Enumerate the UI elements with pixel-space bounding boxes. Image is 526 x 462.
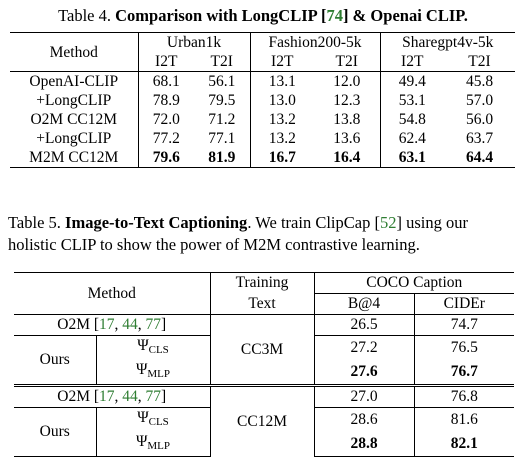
table4-subheader: T2I [444, 52, 515, 72]
table5-value-cell: 27.2 [314, 335, 415, 360]
table4-value-cell: 77.1 [208, 130, 236, 147]
table5-value-cell: 81.6 [414, 407, 514, 432]
table4-value-cell: 56.0 [465, 111, 494, 128]
table5-value-cell: 82.1 [414, 432, 514, 457]
table5-psi-mlp: ΨMLP [96, 360, 211, 386]
table-row: ΨMLP 27.6 76.7 [14, 360, 514, 386]
table5-header-row: Method Training COCO Caption [14, 272, 514, 315]
table5: Method Training COCO Caption Text B@4 CI… [14, 272, 514, 457]
table4-value-cell: 62.4 [379, 129, 444, 148]
table4-value-cell: 64.4 [444, 148, 515, 168]
table4-value-cell: 63.7 [465, 130, 494, 147]
table5-value-cell: 28.6 [314, 407, 415, 432]
table4-value-cell: 16.4 [314, 148, 380, 168]
table5-training-text: CC3M [210, 314, 315, 386]
table4-value-cell: 79.5 [208, 92, 236, 109]
table4-value-cell: 54.8 [379, 110, 444, 129]
table-row: Ours ΨCLS 28.6 81.6 [14, 407, 514, 457]
table4-value-cell: 81.9 [194, 148, 250, 168]
table4-value-cell: 13.8 [333, 111, 361, 128]
table-row: M2M CC12M 79.6 81.9 16.7 16.4 63.1 64.4 [10, 148, 515, 168]
table-row: O2M [17, 44, 77] CC3M 26.5 74.7 [14, 314, 514, 386]
table5-psi-cls: ΨCLS [96, 407, 211, 432]
table-row: ΨMLP 28.8 82.1 [14, 432, 514, 457]
table4-subheader: I2T [379, 52, 444, 72]
table5-training-header: Text [210, 293, 315, 315]
table4-group-header: Urban1k [137, 32, 250, 52]
table4-value-cell: 45.8 [465, 73, 494, 90]
table5-caption-label: Table 5. [8, 213, 61, 232]
table5-value-cell: 76.5 [414, 335, 514, 360]
table4-value-cell: 16.7 [249, 148, 314, 168]
table4-value-cell: 12.3 [333, 92, 361, 109]
table5-value-cell: 28.8 [314, 432, 415, 457]
table4-method-cell: +LongCLIP [36, 130, 112, 147]
table4-value-cell: 12.0 [333, 73, 361, 90]
table4-caption-title: Comparison with LongCLIP [74] & Openai C… [115, 6, 468, 25]
table5-ours-label: Ours [14, 407, 97, 457]
table4-caption-ref[interactable]: 74 [326, 6, 343, 25]
table4-value-cell: 49.4 [379, 71, 444, 91]
table4-value-cell: 13.2 [249, 110, 314, 129]
table5-ours-label: Ours [14, 335, 97, 386]
table4-value-cell: 78.9 [137, 91, 194, 110]
table4-value-cell: 71.2 [208, 111, 236, 128]
table4-subheader: I2T [249, 52, 314, 72]
table5-coco-header: COCO Caption [314, 272, 514, 294]
table4-value-cell: 13.6 [333, 130, 361, 147]
table4-subheader: T2I [194, 52, 250, 72]
table4-value-cell: 68.1 [137, 71, 194, 91]
table4-method-cell: +LongCLIP [36, 92, 112, 109]
table4-caption-label: Table 4. [58, 6, 111, 25]
table4: Method Urban1k Fashion200-5k Sharegpt4v-… [10, 32, 515, 168]
table-row: O2M [17, 44, 77] CC12M 27.0 76.8 [14, 384, 514, 457]
table4-value-cell: 72.0 [137, 110, 194, 129]
table5-caption-title: Image-to-Text Captioning [65, 213, 248, 232]
table4-method-header: Method [10, 32, 138, 72]
table4-subheader: I2T [137, 52, 194, 72]
table-row: +LongCLIP 78.9 79.5 13.0 12.3 53.1 57.0 [10, 91, 515, 110]
table5-caption: Table 5. Image-to-Text Captioning. We tr… [8, 213, 468, 254]
table5-psi-cls: ΨCLS [96, 335, 211, 360]
table4-method-cell: OpenAI-CLIP [29, 73, 119, 90]
table4-value-cell: 56.1 [208, 73, 236, 90]
table5-o2m-label: O2M [17, 44, 77] [14, 314, 211, 336]
table-row: +LongCLIP 77.2 77.1 13.2 13.6 62.4 63.7 [10, 129, 515, 148]
table4-value-cell: 57.0 [465, 92, 494, 109]
table4-value-cell: 79.6 [137, 148, 194, 168]
table4-value-cell: 63.1 [379, 148, 444, 168]
table5-metric-header: CIDEr [443, 295, 485, 312]
table5-value-cell: 27.6 [314, 360, 415, 386]
table5-value-cell: 76.7 [450, 363, 478, 380]
table-row: OpenAI-CLIP 68.1 56.1 13.1 12.0 49.4 45.… [10, 71, 515, 91]
table5-value-cell: 27.0 [314, 384, 415, 408]
table4-header-row: Method Urban1k Fashion200-5k Sharegpt4v-… [10, 32, 515, 72]
table5-o2m-label: O2M [17, 44, 77] [14, 384, 211, 408]
table5-training-header: Training [210, 272, 315, 294]
table5-psi-mlp: ΨMLP [96, 432, 211, 457]
table5-training-text: CC12M [210, 384, 315, 457]
table4-caption: Table 4. Comparison with LongCLIP [74] &… [0, 6, 526, 26]
table4-value-cell: 77.2 [137, 129, 194, 148]
table5-subheader-row: Text B@4 CIDEr [14, 293, 514, 315]
table5-value-cell: 74.7 [414, 314, 514, 336]
table5-value-cell: 76.8 [414, 384, 514, 408]
table5-method-header: Method [14, 272, 211, 315]
table4-subheader-row: I2T T2I I2T T2I I2T T2I [10, 52, 515, 72]
table4-value-cell: 13.2 [249, 129, 314, 148]
table4-value-cell: 13.0 [249, 91, 314, 110]
table4-group-header: Sharegpt4v-5k [379, 32, 515, 52]
table5-metric-header: B@4 [314, 293, 415, 315]
table4-method-cell: O2M CC12M [30, 111, 118, 128]
table5-caption-ref[interactable]: 52 [379, 213, 397, 232]
table4-group-header: Fashion200-5k [249, 32, 380, 52]
table4-subheader: T2I [314, 52, 380, 72]
table5-value-cell: 26.5 [314, 314, 415, 336]
table4-value-cell: 53.1 [379, 91, 444, 110]
table4-method-cell: M2M CC12M [10, 148, 138, 168]
table-row: O2M CC12M 72.0 71.2 13.2 13.8 54.8 56.0 [10, 110, 515, 129]
table4-value-cell: 13.1 [249, 71, 314, 91]
